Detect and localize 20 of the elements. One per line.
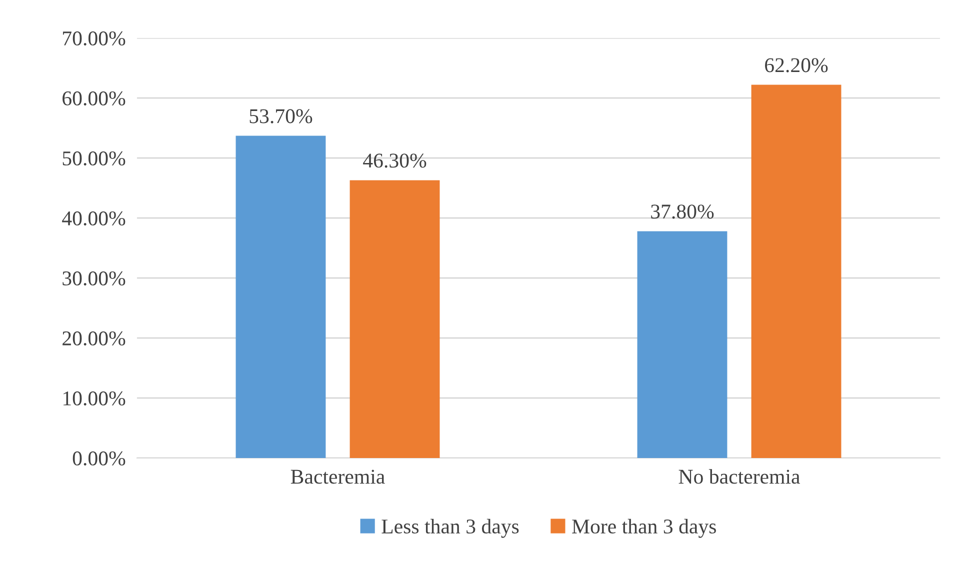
bar	[350, 180, 440, 458]
y-tick-label: 30.00%	[62, 271, 126, 286]
data-label: 62.20%	[765, 58, 828, 72]
y-tick-label: 50.00%	[62, 151, 126, 166]
data-label: 53.70%	[250, 109, 312, 124]
y-tick-label: 60.00%	[62, 91, 126, 106]
y-tick-label: 10.00%	[63, 391, 126, 406]
data-label: 37.80%	[651, 204, 714, 219]
y-tick-label: 20.00%	[62, 331, 126, 346]
data-label: 46.30%	[363, 154, 426, 168]
bar	[637, 231, 728, 458]
bar	[751, 84, 842, 458]
x-tick-label: Bacteremia	[290, 470, 385, 484]
y-tick-label: 40.00%	[62, 211, 126, 226]
bar	[236, 136, 326, 458]
legend-label: Less than 3 days	[382, 518, 519, 538]
x-tick-label: No bacteremia	[678, 469, 800, 484]
y-tick-label: 0.00%	[72, 451, 126, 466]
legend-label: More than 3 days	[572, 518, 716, 538]
y-tick-label: 70.00%	[63, 31, 126, 46]
